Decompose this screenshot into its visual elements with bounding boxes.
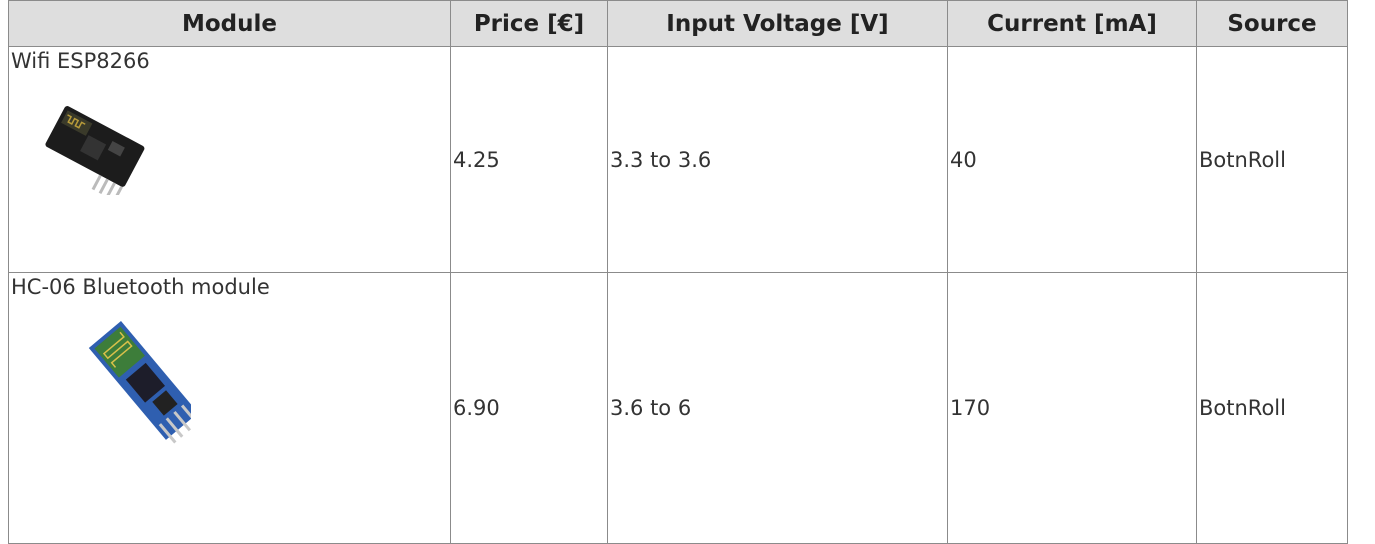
page: {"table": {"header": ["Module", "Price […: [0, 0, 1375, 530]
header-cell: Module: [9, 1, 451, 47]
price-cell: 4.25: [451, 47, 608, 273]
page-body: Module Price [€] Input Voltage [V] Curre…: [0, 0, 1375, 530]
hc06-image: [11, 311, 191, 451]
header-cell: Price [€]: [451, 1, 608, 47]
header-cell: Source: [1197, 1, 1348, 47]
module-cell: Wifi ESP8266: [9, 47, 451, 273]
current-cell: 40: [948, 47, 1197, 273]
source-cell: BotnRoll: [1197, 47, 1348, 273]
row: HC-06 Bluetooth module 6.90 3.6 to 6 170…: [9, 273, 1348, 544]
header-cell: Current [mA]: [948, 1, 1197, 47]
module-table: Module Price [€] Input Voltage [V] Curre…: [8, 0, 1348, 544]
header-cell: Input Voltage [V]: [608, 1, 948, 47]
module-name: HC-06 Bluetooth module: [11, 273, 448, 299]
voltage-cell: 3.3 to 3.6: [608, 47, 948, 273]
price-cell: 6.90: [451, 273, 608, 544]
esp8266-image: [11, 85, 161, 195]
module-name: Wifi ESP8266: [11, 47, 448, 73]
header-row: Module Price [€] Input Voltage [V] Curre…: [9, 1, 1348, 47]
module-cell: HC-06 Bluetooth module: [9, 273, 451, 544]
source-cell: BotnRoll: [1197, 273, 1348, 544]
current-cell: 170: [948, 273, 1197, 544]
row: Wifi ESP8266 4.25 3.3 to 3.6 40 BotnRoll: [9, 47, 1348, 273]
voltage-cell: 3.6 to 6: [608, 273, 948, 544]
